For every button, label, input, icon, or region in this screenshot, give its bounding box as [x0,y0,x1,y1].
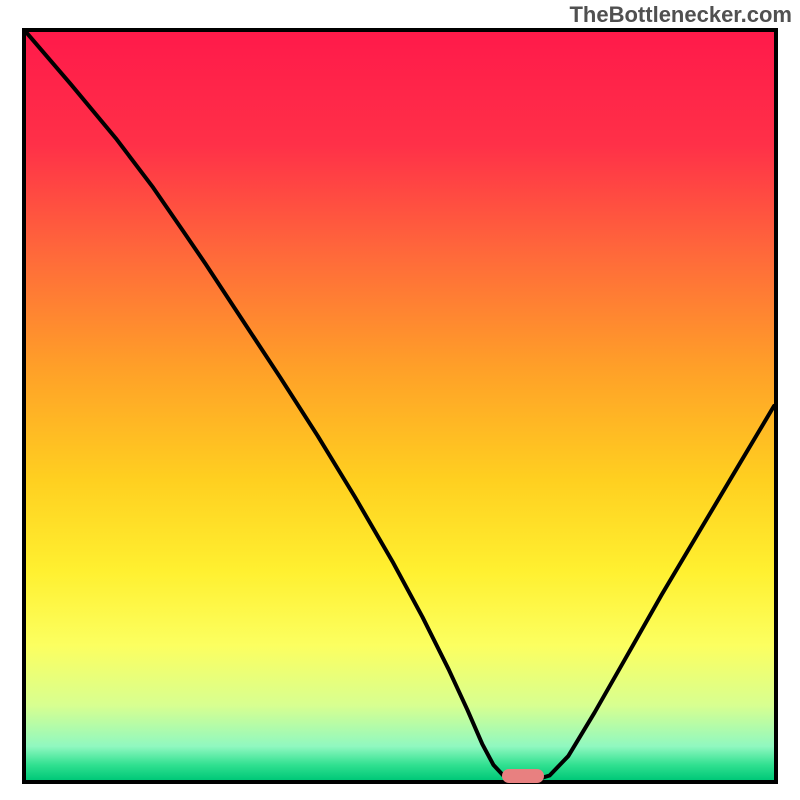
curve-path [26,32,774,780]
attribution-text: TheBottlenecker.com [569,2,792,28]
chart-container: TheBottlenecker.com [0,0,800,800]
plot-area [22,28,778,784]
bottleneck-curve [26,32,774,780]
optimal-marker [502,769,544,783]
